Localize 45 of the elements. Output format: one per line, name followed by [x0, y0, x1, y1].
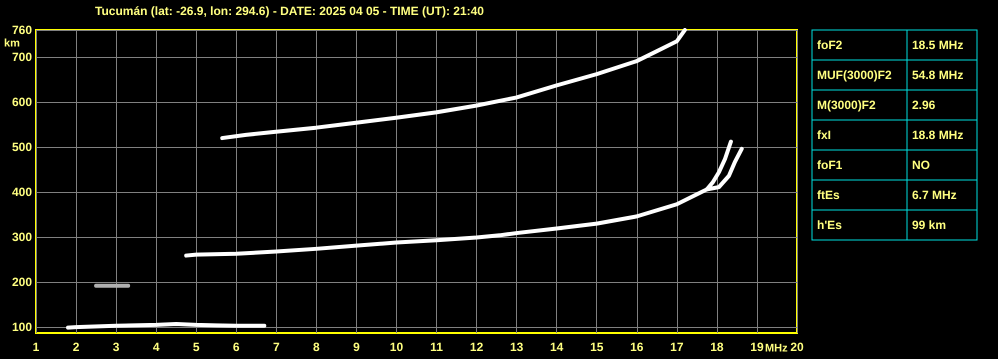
x-tick-label: 18	[710, 340, 724, 354]
x-tick-label: 6	[232, 340, 240, 354]
x-tick-label: 8	[313, 340, 320, 354]
text: NO	[912, 158, 930, 172]
text: fxI	[817, 128, 832, 142]
text: 99 km	[912, 218, 946, 232]
text: MUF(3000)F2	[817, 68, 892, 82]
y-tick-label: 600	[12, 95, 32, 110]
chart-title: Tucumán (lat: -26.9, lon: 294.6) - DATE: 2025 04 05 - TIME (UT): 21:40	[95, 4, 484, 18]
x-tick-label: 2	[72, 340, 80, 354]
x-tick-label: 13	[510, 340, 524, 354]
x-tick-label: 20	[790, 340, 804, 354]
x-tick-label: 19	[750, 340, 764, 354]
y-tick-label: 760	[12, 23, 32, 37]
text: h'Es	[817, 218, 842, 232]
x-tick-label: 14	[550, 340, 564, 354]
text: 6.7 MHz	[912, 188, 957, 202]
y-tick-label: 500	[12, 140, 32, 154]
x-tick-label: 3	[112, 340, 120, 354]
y-tick-label: 300	[12, 230, 32, 244]
text: foF1	[817, 158, 843, 172]
y-tick-label: 200	[12, 275, 32, 290]
x-axis-title: MHz	[765, 342, 788, 354]
text: 18.8 MHz	[912, 128, 964, 142]
x-tick-label: 10	[390, 340, 404, 354]
x-tick-label: 12	[470, 340, 484, 354]
x-tick-label: 1	[32, 340, 40, 354]
text: 54.8 MHz	[912, 68, 964, 82]
x-tick-label: 16	[630, 340, 644, 354]
x-tick-label: 11	[430, 340, 444, 354]
x-tick-label: 15	[590, 340, 604, 354]
text: 2.96	[912, 98, 936, 112]
y-axis-title: km	[4, 38, 20, 50]
text: 18.5 MHz	[912, 38, 964, 52]
x-tick-label: 9	[353, 340, 360, 354]
y-tick-label: 700	[12, 50, 32, 64]
x-tick-label: 7	[272, 340, 280, 354]
text: foF2	[817, 38, 843, 52]
x-tick-label: 5	[192, 340, 200, 354]
text: M(3000)F2	[817, 98, 876, 112]
x-tick-label: 4	[152, 340, 160, 354]
y-tick-label: 100	[12, 320, 32, 334]
text: ftEs	[817, 188, 840, 202]
y-tick-label: 400	[12, 185, 32, 200]
x-tick-label: 17	[670, 340, 684, 354]
